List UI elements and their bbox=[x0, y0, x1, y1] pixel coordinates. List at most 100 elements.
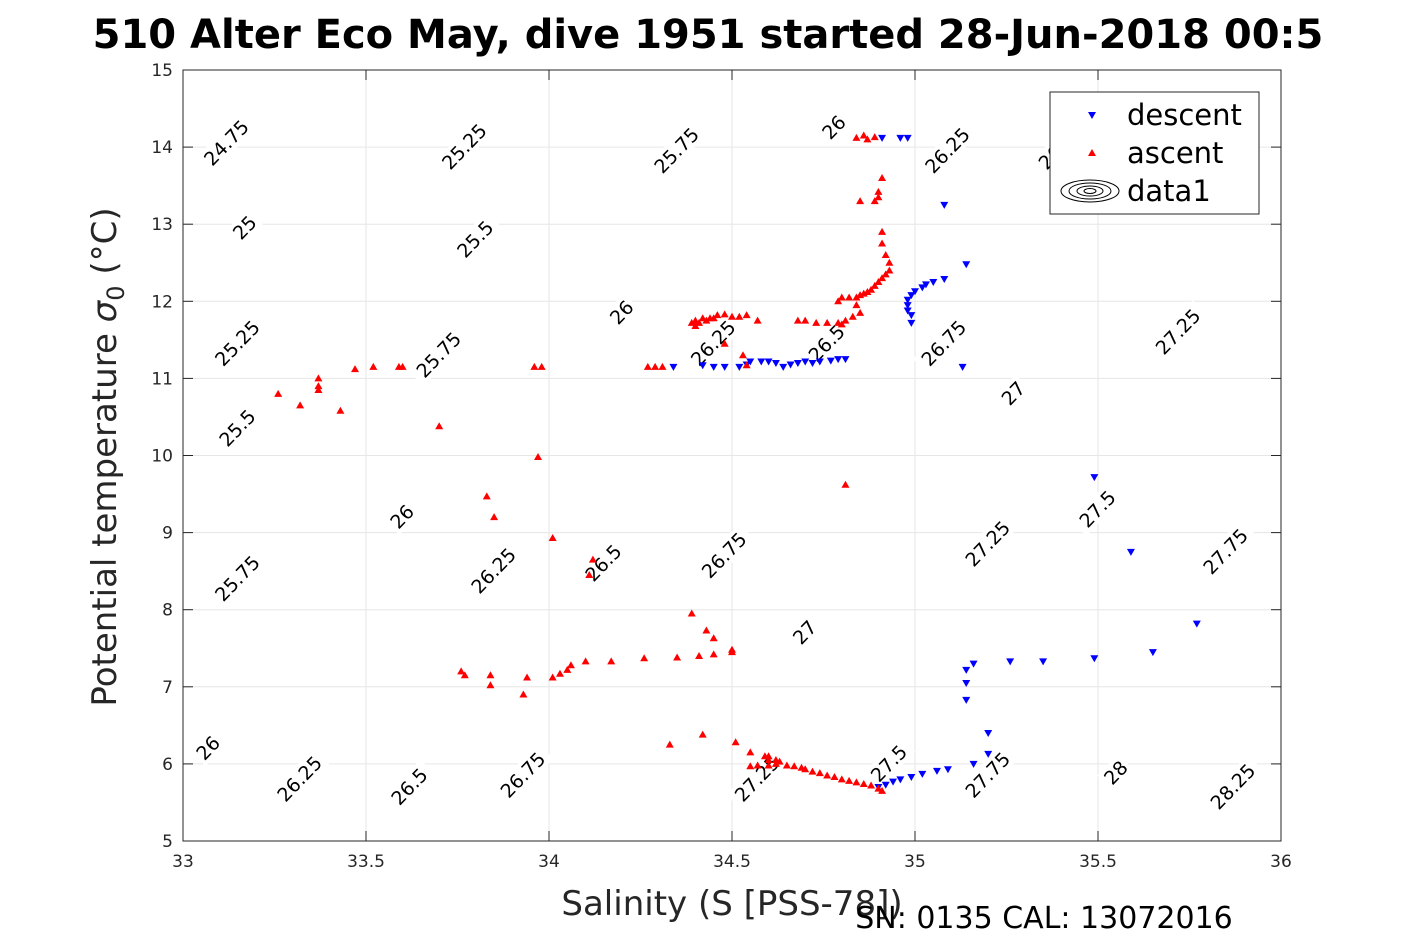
descent-point bbox=[826, 357, 835, 365]
ascent-point bbox=[548, 533, 557, 541]
ascent-point bbox=[530, 362, 539, 370]
ascent-point bbox=[735, 312, 744, 320]
ascent-point bbox=[314, 385, 323, 393]
descent-point bbox=[907, 292, 916, 300]
ascent-point bbox=[841, 316, 850, 324]
contour-label-mask bbox=[682, 311, 744, 375]
descent-point bbox=[764, 358, 773, 366]
ascent-point bbox=[563, 665, 572, 673]
ascent-point bbox=[555, 669, 564, 677]
contour-label-mask bbox=[382, 759, 436, 814]
contour-ring bbox=[1060, 179, 1120, 203]
ascent-point bbox=[314, 374, 323, 382]
descent-point bbox=[709, 363, 718, 371]
ascent-point bbox=[457, 667, 466, 675]
ascent-point bbox=[687, 318, 696, 326]
descent-point bbox=[779, 363, 788, 371]
ascent-point bbox=[852, 778, 861, 786]
descent-point bbox=[896, 776, 905, 784]
contour-label-mask bbox=[645, 118, 708, 182]
ascent-point bbox=[519, 690, 528, 698]
descent-point bbox=[815, 358, 824, 366]
contour-label-mask bbox=[210, 400, 264, 455]
descent-point bbox=[1006, 658, 1015, 666]
descent-point bbox=[903, 307, 912, 315]
contour-label-mask bbox=[799, 315, 854, 371]
descent-point bbox=[841, 356, 850, 364]
legend-box bbox=[1049, 91, 1260, 215]
descent-point bbox=[1090, 655, 1099, 663]
ascent-point bbox=[314, 382, 323, 390]
descent-point bbox=[962, 679, 971, 687]
contour-label-mask bbox=[1146, 300, 1209, 363]
y-tick-label: 8 bbox=[162, 601, 173, 621]
ascent-point bbox=[764, 756, 773, 764]
ascent-point bbox=[658, 362, 667, 370]
ascent-point bbox=[709, 634, 718, 642]
ascent-point bbox=[801, 316, 810, 324]
descent-point bbox=[1090, 474, 1099, 482]
ascent-point bbox=[588, 555, 597, 563]
ascent-point bbox=[746, 762, 755, 770]
ascent-point bbox=[859, 779, 868, 787]
contour-label-mask bbox=[916, 118, 979, 182]
y-axis-label-unit: (°C) bbox=[85, 207, 125, 285]
ascent-point bbox=[878, 274, 887, 282]
ascent-point bbox=[523, 673, 532, 681]
ascent-point bbox=[643, 362, 652, 370]
ascent-point bbox=[867, 781, 876, 789]
ascent-point bbox=[841, 480, 850, 488]
descent-point bbox=[786, 361, 795, 369]
contour-label-mask bbox=[383, 498, 421, 535]
ascent-point bbox=[336, 406, 345, 414]
contour-ring bbox=[1083, 188, 1097, 194]
descent-point bbox=[911, 288, 919, 296]
ascent-point bbox=[369, 362, 378, 370]
legend-marker-ascent bbox=[1088, 149, 1096, 156]
contour-label-mask bbox=[206, 311, 269, 375]
ascent-point bbox=[486, 681, 495, 689]
descent-point bbox=[969, 760, 978, 768]
contour-label-mask bbox=[603, 293, 640, 331]
legend-label: ascent bbox=[1127, 136, 1223, 170]
ascent-point bbox=[673, 653, 682, 661]
y-axis-label: Potential temperature σ0 (°C) bbox=[85, 207, 130, 706]
ascent-point bbox=[834, 297, 843, 305]
descent-point bbox=[918, 284, 927, 292]
ascent-point bbox=[728, 312, 736, 320]
grid bbox=[183, 70, 1281, 841]
ascent-point bbox=[823, 771, 832, 779]
contour-label-mask bbox=[1201, 754, 1264, 818]
ascent-point bbox=[651, 362, 660, 370]
ascent-point bbox=[801, 765, 810, 773]
descent-point bbox=[903, 134, 912, 142]
ascent-point bbox=[702, 316, 711, 324]
y-tick-label: 13 bbox=[151, 215, 173, 235]
ascent-point bbox=[351, 365, 360, 373]
descent-point bbox=[929, 279, 938, 287]
legend-item-descent: descent bbox=[1088, 98, 1242, 132]
ascent-point bbox=[534, 453, 543, 461]
descent-point bbox=[903, 296, 912, 304]
ascent-point bbox=[274, 389, 283, 397]
descent-point bbox=[969, 660, 978, 668]
descent-point bbox=[984, 750, 993, 758]
ascent-point bbox=[878, 239, 887, 247]
descent-point bbox=[889, 778, 898, 786]
data-series bbox=[274, 131, 1201, 794]
axis-ticks: 33 33.5 34 34.5 35 35.5 36 5 6 7 8 9 10 11 12 13 14 15 bbox=[151, 61, 1291, 872]
ascent-point bbox=[296, 401, 305, 409]
legend-items: descent ascent data1 bbox=[1060, 98, 1242, 208]
ascent-point bbox=[695, 318, 704, 326]
y-tick-label: 12 bbox=[151, 292, 173, 312]
descent-point bbox=[907, 774, 916, 782]
x-tick-label: 35 bbox=[904, 852, 926, 872]
y-tick-label: 11 bbox=[151, 369, 173, 389]
ascent-point bbox=[746, 748, 755, 756]
ascent-point bbox=[698, 314, 707, 322]
ascent-point bbox=[874, 278, 883, 286]
descent-point bbox=[720, 363, 729, 371]
descent-point bbox=[834, 356, 843, 364]
y-tick-label: 7 bbox=[162, 678, 173, 698]
contour-label-mask bbox=[693, 523, 755, 587]
